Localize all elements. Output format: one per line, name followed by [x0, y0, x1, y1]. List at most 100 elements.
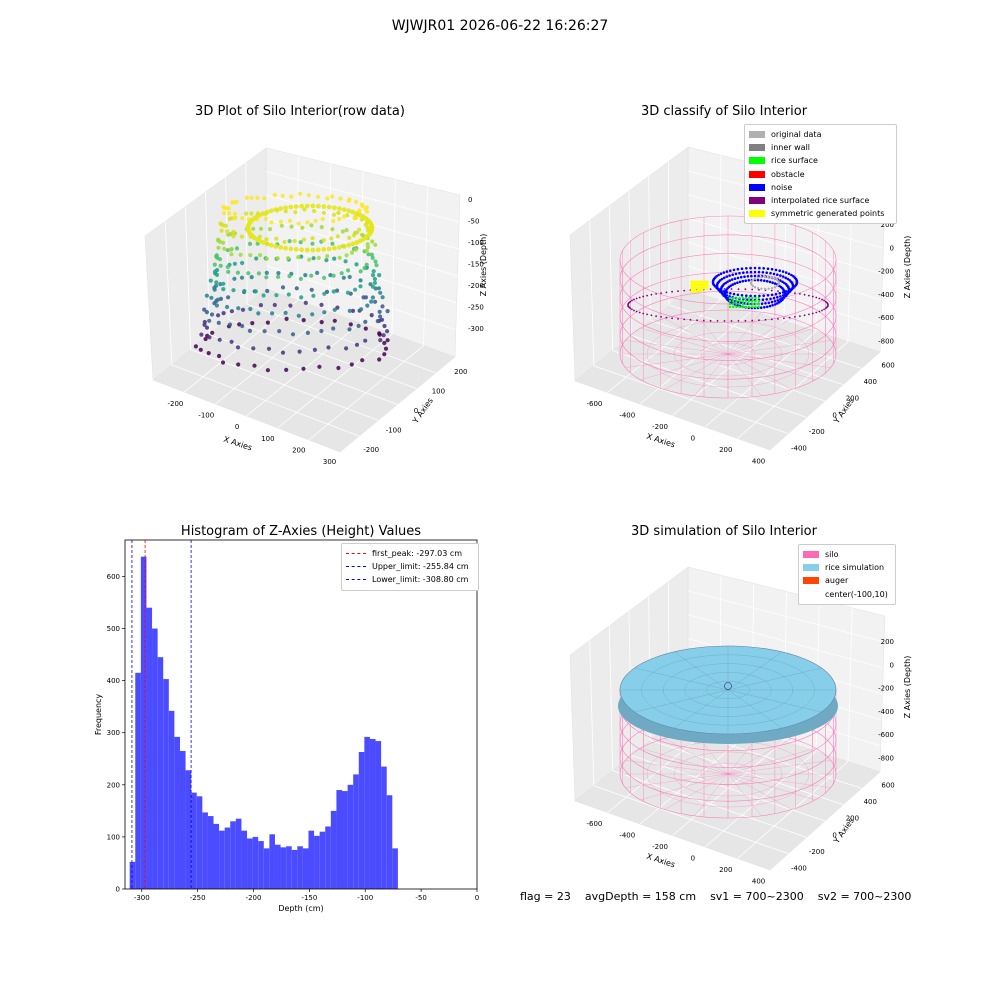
x-tick-label: 200 [292, 447, 305, 455]
data-point [230, 200, 235, 205]
silo-floor-line [727, 353, 816, 381]
interpolated-point [683, 289, 686, 292]
histogram-bar [364, 736, 370, 889]
data-point [246, 217, 251, 222]
noise-point [788, 290, 791, 294]
noise-point [781, 296, 784, 300]
data-point [372, 280, 377, 285]
data-point [262, 329, 267, 334]
noise-point [719, 290, 722, 294]
interpolated-point [671, 290, 673, 293]
noise-point [715, 283, 719, 286]
data-point [248, 306, 253, 312]
data-point [298, 276, 303, 281]
rice-surface-point [757, 302, 760, 306]
histogram-bar [230, 821, 236, 889]
interpolated-point [642, 295, 645, 298]
data-point [220, 360, 226, 365]
data-point [234, 199, 239, 204]
grid-line [687, 265, 881, 327]
data-point [307, 257, 312, 262]
grid-line [719, 575, 722, 721]
data-point [250, 321, 255, 326]
noise-point [753, 298, 757, 302]
data-point [245, 225, 251, 231]
data-point [374, 263, 379, 268]
data-point [232, 261, 237, 266]
interpolated-point [737, 288, 740, 290]
z-tick-label: -600 [878, 731, 894, 739]
noise-point [757, 270, 761, 274]
silo-floor-line [664, 773, 729, 810]
noise-point [787, 287, 791, 290]
symmetric-point [705, 280, 709, 284]
noise-point [749, 270, 753, 274]
noise-point [772, 272, 776, 276]
data-point [249, 233, 255, 239]
data-point [289, 271, 294, 276]
data-point [283, 310, 288, 315]
data-point [238, 252, 243, 257]
data-point [246, 221, 252, 227]
data-point [317, 364, 322, 369]
interpolated-point [629, 307, 632, 310]
grid-line [719, 155, 722, 301]
data-point [344, 346, 349, 351]
rice-surface-point [748, 305, 751, 309]
x-tick-label: 0 [235, 423, 239, 431]
interpolated-point [638, 311, 641, 314]
data-point [214, 283, 219, 288]
panel4-legend: silo rice simulation auger center(-100,10) [798, 544, 896, 605]
interpolated-point [758, 319, 760, 322]
symmetric-point [693, 286, 697, 290]
data-point [364, 265, 369, 270]
noise-point [784, 271, 788, 274]
data-point [297, 349, 302, 354]
noise-point [795, 282, 799, 285]
grid-line [247, 303, 436, 374]
data-point [222, 210, 227, 216]
grid-line [308, 345, 424, 441]
data-point [264, 237, 269, 242]
data-point [276, 271, 281, 276]
original-point [767, 276, 770, 279]
data-point [297, 191, 303, 196]
noise-point [728, 298, 731, 301]
silo-floor-line [640, 353, 729, 381]
noise-point [784, 283, 788, 286]
data-point [319, 328, 324, 334]
grid-line [783, 591, 787, 742]
noise-point [753, 294, 757, 298]
data-point [255, 211, 261, 216]
data-point [310, 203, 316, 209]
x-tick-label: -300 [134, 894, 150, 902]
y-tick-label: 300 [107, 729, 120, 737]
grid-line [687, 241, 882, 301]
data-point [264, 275, 269, 280]
panel2-ticks: -600-400-2000200400-400-2000200400600200… [586, 221, 912, 465]
rice-surface-point [744, 305, 748, 309]
data-point [341, 275, 346, 280]
silo-floor-line [625, 773, 729, 788]
grid-line [650, 739, 844, 806]
original-point [753, 277, 757, 280]
data-point [354, 246, 359, 251]
noise-point [776, 278, 780, 281]
histogram-bar [191, 792, 197, 889]
data-point [251, 235, 257, 240]
grid-line [265, 194, 459, 250]
mesh-line [727, 689, 822, 713]
symmetric-point [693, 280, 697, 284]
data-point [377, 318, 382, 323]
interpolated-point [665, 316, 668, 319]
z-tick-label: -400 [878, 291, 894, 299]
rice-top [619, 645, 837, 735]
rice-side [618, 668, 838, 744]
x-axis-label: X Axies [645, 432, 676, 450]
rice-surface-point [757, 296, 760, 300]
data-point [236, 362, 241, 367]
interpolated-point [660, 292, 662, 294]
histogram-bar [241, 830, 248, 889]
noise-point [724, 281, 727, 285]
noise-point [749, 298, 753, 302]
